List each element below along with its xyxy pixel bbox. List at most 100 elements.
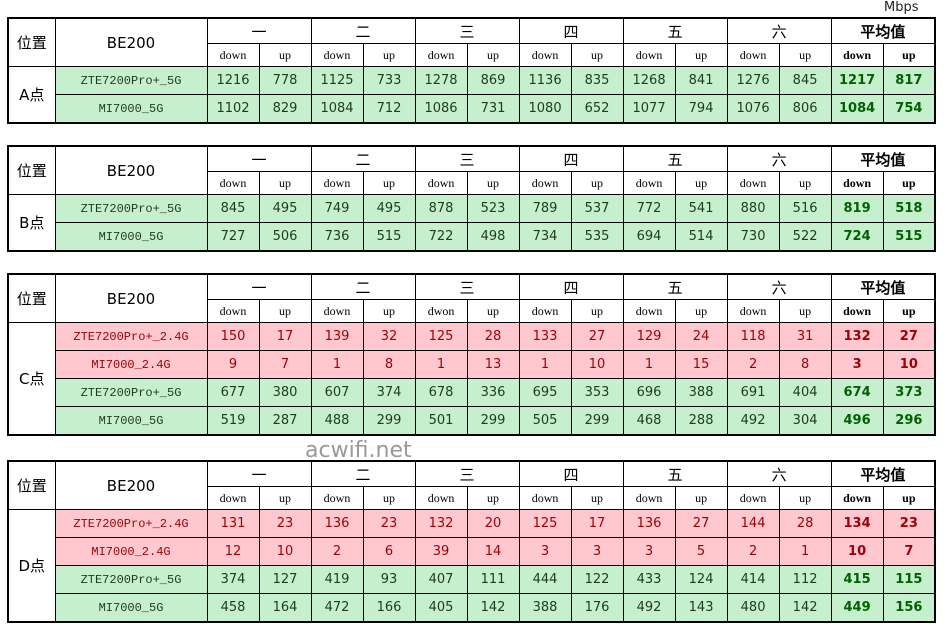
subheader: up (570, 486, 624, 510)
value-cell: 27 (882, 322, 936, 351)
value-cell: 1 (310, 350, 364, 379)
subheader: down (206, 486, 260, 510)
subheader: up (674, 486, 728, 510)
value-cell: 1 (414, 350, 468, 379)
value-cell: 14 (466, 537, 520, 566)
subheader: up (778, 43, 832, 67)
corner-header: 位置 (7, 273, 56, 323)
value-cell: 607 (310, 378, 364, 407)
value-cell: 144 (726, 509, 780, 538)
value-cell: 501 (414, 406, 468, 436)
subheader: down (310, 171, 364, 195)
value-cell: 405 (414, 593, 468, 623)
value-cell: 817 (882, 66, 936, 95)
value-cell: 139 (310, 322, 364, 351)
device-name: MI7000_2.4G (54, 350, 208, 379)
value-cell: 433 (622, 565, 676, 594)
value-cell: 388 (674, 378, 728, 407)
value-cell: 380 (258, 378, 312, 407)
value-cell: 142 (466, 593, 520, 623)
subheader: down (726, 299, 780, 323)
value-cell: 166 (362, 593, 416, 623)
value-cell: 7 (882, 537, 936, 566)
value-cell: 845 (206, 194, 260, 223)
value-cell: 24 (674, 322, 728, 351)
subheader: up (570, 171, 624, 195)
value-cell: 299 (362, 406, 416, 436)
subheader: down (830, 171, 884, 195)
value-cell: 754 (882, 94, 936, 124)
value-cell: 27 (674, 509, 728, 538)
value-cell: 789 (518, 194, 572, 223)
data-row: A点 ZTE7200Pro+_5G 1216 778 1125 733 1278 869 113… (7, 66, 936, 124)
value-cell: 541 (674, 194, 728, 223)
value-cell: 835 (570, 66, 624, 95)
value-cell: 111 (466, 565, 520, 594)
group-header: 四 (518, 460, 624, 487)
data-row: MI7000_5G 519 287 488 299 501 299 505 299 468 288 4… (8, 406, 936, 436)
value-cell: 806 (778, 94, 832, 124)
value-cell: 794 (674, 94, 728, 124)
value-cell: 419 (310, 565, 364, 594)
device-name: ZTE7200Pro+_5G (54, 378, 208, 407)
value-cell: 288 (674, 406, 728, 436)
value-cell: 131 (206, 509, 260, 538)
value-cell: 39 (414, 537, 468, 566)
subheader: up (258, 171, 312, 195)
value-cell: 374 (362, 378, 416, 407)
group-header: 五 (622, 17, 728, 44)
value-cell: 17 (570, 509, 624, 538)
value-cell: 414 (726, 565, 780, 594)
value-cell: 691 (726, 378, 780, 407)
unit-label: Mbps (884, 0, 919, 15)
value-cell: 695 (518, 378, 572, 407)
value-cell: 674 (830, 378, 884, 407)
device-name: MI7000_5G (54, 94, 208, 124)
subheader: down (830, 299, 884, 323)
value-cell: 515 (362, 222, 416, 252)
data-row: ZTE7200Pro+_5G 374 127 419 93 407 111 444 122 433… (8, 565, 936, 594)
value-cell: 353 (570, 378, 624, 407)
subheader: down (622, 171, 676, 195)
device-name: ZTE7200Pro+_2.4G (54, 509, 208, 538)
value-cell: 1268 (622, 66, 676, 95)
data-table: 位置 BE200 一二三四五六平均值 down up down up down up down up… (7, 460, 937, 623)
value-cell: 694 (622, 222, 676, 252)
group-header: 平均值 (830, 145, 936, 172)
value-cell: 127 (258, 565, 312, 594)
value-cell: 677 (206, 378, 260, 407)
device-name: MI7000_5G (54, 406, 208, 436)
value-cell: 336 (466, 378, 520, 407)
value-cell: 136 (310, 509, 364, 538)
watermark: acwifi.net (305, 438, 412, 463)
value-cell: 1136 (518, 66, 572, 95)
value-cell: 8 (778, 350, 832, 379)
subheader: up (362, 299, 416, 323)
header-row: 位置 BE200 一二三四五六平均值 (7, 460, 936, 510)
value-cell: 1278 (414, 66, 468, 95)
value-cell: 28 (466, 322, 520, 351)
group-header: 四 (518, 17, 624, 44)
value-cell: 712 (362, 94, 416, 124)
value-cell: 134 (830, 509, 884, 538)
group-header: 一 (206, 273, 312, 300)
value-cell: 535 (570, 222, 624, 252)
value-cell: 1217 (830, 66, 884, 95)
value-cell: 125 (518, 509, 572, 538)
subheader-row: down up down up dwon up down up down up down up down… (8, 299, 936, 323)
subheader: down (414, 171, 468, 195)
subheader-row: down up down up down up down up down up down up down… (8, 486, 936, 510)
subheader: up (362, 171, 416, 195)
device-header: BE200 (54, 145, 208, 195)
value-cell: 5 (674, 537, 728, 566)
value-cell: 518 (882, 194, 936, 223)
value-cell: 1076 (726, 94, 780, 124)
group-header: 二 (310, 273, 416, 300)
group-header: 五 (622, 273, 728, 300)
value-cell: 132 (830, 322, 884, 351)
group-header: 六 (726, 17, 832, 44)
subheader: up (882, 299, 936, 323)
value-cell: 9 (206, 350, 260, 379)
device-header: BE200 (54, 460, 208, 510)
